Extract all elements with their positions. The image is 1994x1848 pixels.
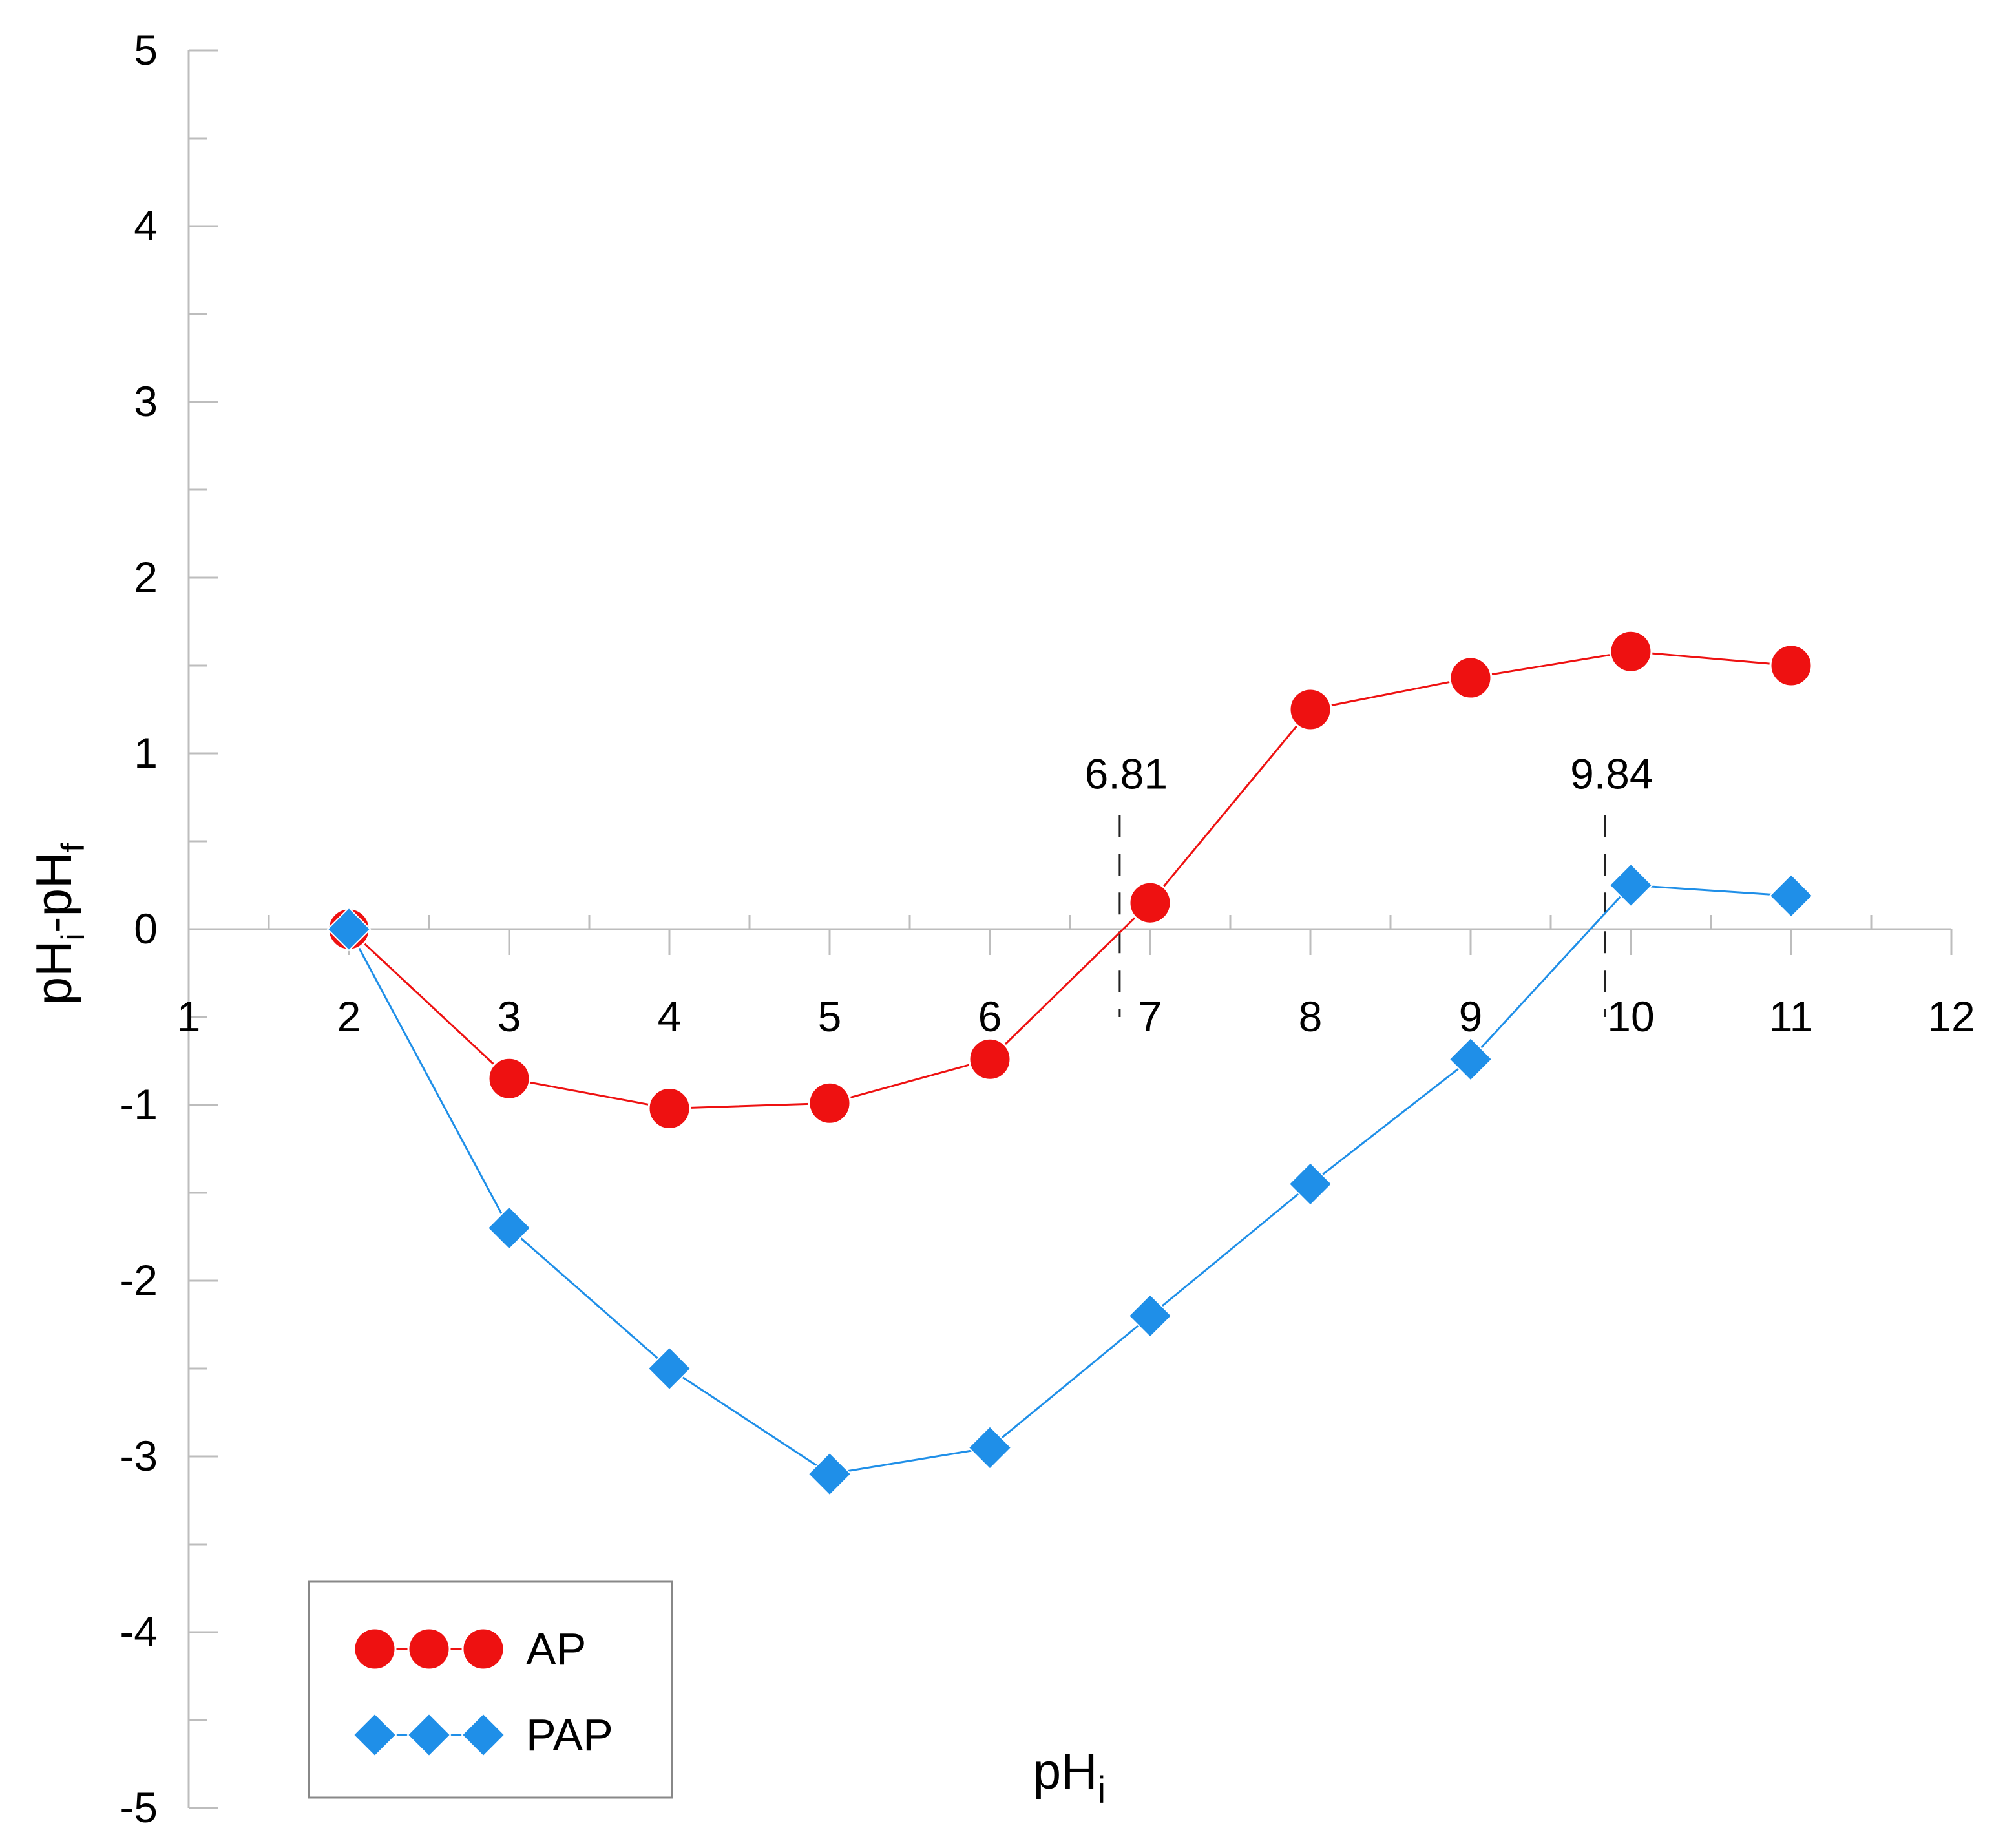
x-tick-label: 11 <box>1769 992 1814 1040</box>
x-tick-label: 10 <box>1607 992 1654 1040</box>
data-point-pap <box>1128 1293 1173 1338</box>
data-point-pap <box>487 1205 532 1250</box>
legend-marker-ap <box>407 1627 451 1671</box>
x-tick-label: 7 <box>1139 992 1162 1040</box>
y-tick-label: -2 <box>120 1256 158 1304</box>
x-tick-label: 6 <box>978 992 1002 1040</box>
y-tick-label: -4 <box>120 1608 158 1655</box>
annotation-label: 6.81 <box>1085 750 1168 797</box>
x-tick-label: 9 <box>1459 992 1483 1040</box>
y-tick-label: 2 <box>134 553 158 601</box>
annotations: 6.81 9.84 <box>1085 750 1653 1017</box>
series-line-pap <box>348 884 1792 1475</box>
legend: AP PAP <box>308 1580 673 1799</box>
data-point-pap <box>647 1346 692 1391</box>
data-point-pap <box>807 1451 852 1496</box>
legend-box <box>308 1580 673 1799</box>
data-point-ap <box>968 1037 1012 1081</box>
x-tick-label: 12 <box>1927 992 1975 1040</box>
legend-marker-pap <box>461 1712 506 1758</box>
x-tick-label: 1 <box>177 992 201 1040</box>
data-point-ap <box>1769 644 1813 688</box>
y-axis-title: pHi-pHf <box>25 843 91 1005</box>
data-point-pap <box>1448 1036 1493 1082</box>
x-tick-label: 4 <box>658 992 682 1040</box>
data-point-ap <box>808 1081 852 1125</box>
series-lines <box>348 650 1792 1475</box>
x-tick-label: 2 <box>337 992 361 1040</box>
data-point-ap <box>1449 656 1493 700</box>
data-point-pap <box>326 907 372 952</box>
legend-marker-ap <box>353 1627 397 1671</box>
series-markers <box>326 629 1814 1496</box>
y-tick-label: 0 <box>134 905 158 952</box>
x-tick-label: 3 <box>498 992 521 1040</box>
data-point-ap <box>1288 688 1332 731</box>
y-tick-label: 3 <box>134 377 158 425</box>
data-point-pap <box>1768 873 1814 918</box>
legend-marker-pap <box>406 1712 452 1758</box>
legend-marker-pap <box>352 1712 397 1758</box>
y-tick-label: 1 <box>134 729 158 777</box>
series-line-ap <box>348 650 1792 1109</box>
data-point-ap <box>487 1056 531 1100</box>
y-tick-label: 4 <box>134 202 158 249</box>
legend-label-pap: PAP <box>526 1710 613 1760</box>
data-point-ap <box>1128 881 1172 925</box>
y-tick-label: 5 <box>134 26 158 74</box>
y-tick-label: -1 <box>120 1080 158 1128</box>
legend-label-ap: AP <box>526 1624 586 1674</box>
annotation-label: 9.84 <box>1570 750 1653 797</box>
data-point-pap <box>1288 1161 1333 1206</box>
data-point-ap <box>1609 629 1653 673</box>
y-tick-label: -3 <box>120 1432 158 1480</box>
x-axis-title: pHi <box>1033 1743 1106 1811</box>
y-tick-label: -5 <box>120 1783 158 1831</box>
data-point-ap <box>647 1086 691 1130</box>
x-tick-label: 5 <box>818 992 842 1040</box>
legend-marker-ap <box>461 1627 505 1671</box>
data-point-pap <box>967 1425 1013 1470</box>
data-point-pap <box>1608 863 1653 908</box>
x-tick-label: 8 <box>1299 992 1323 1040</box>
axis-titles: pHi pHi-pHf <box>25 843 1106 1811</box>
